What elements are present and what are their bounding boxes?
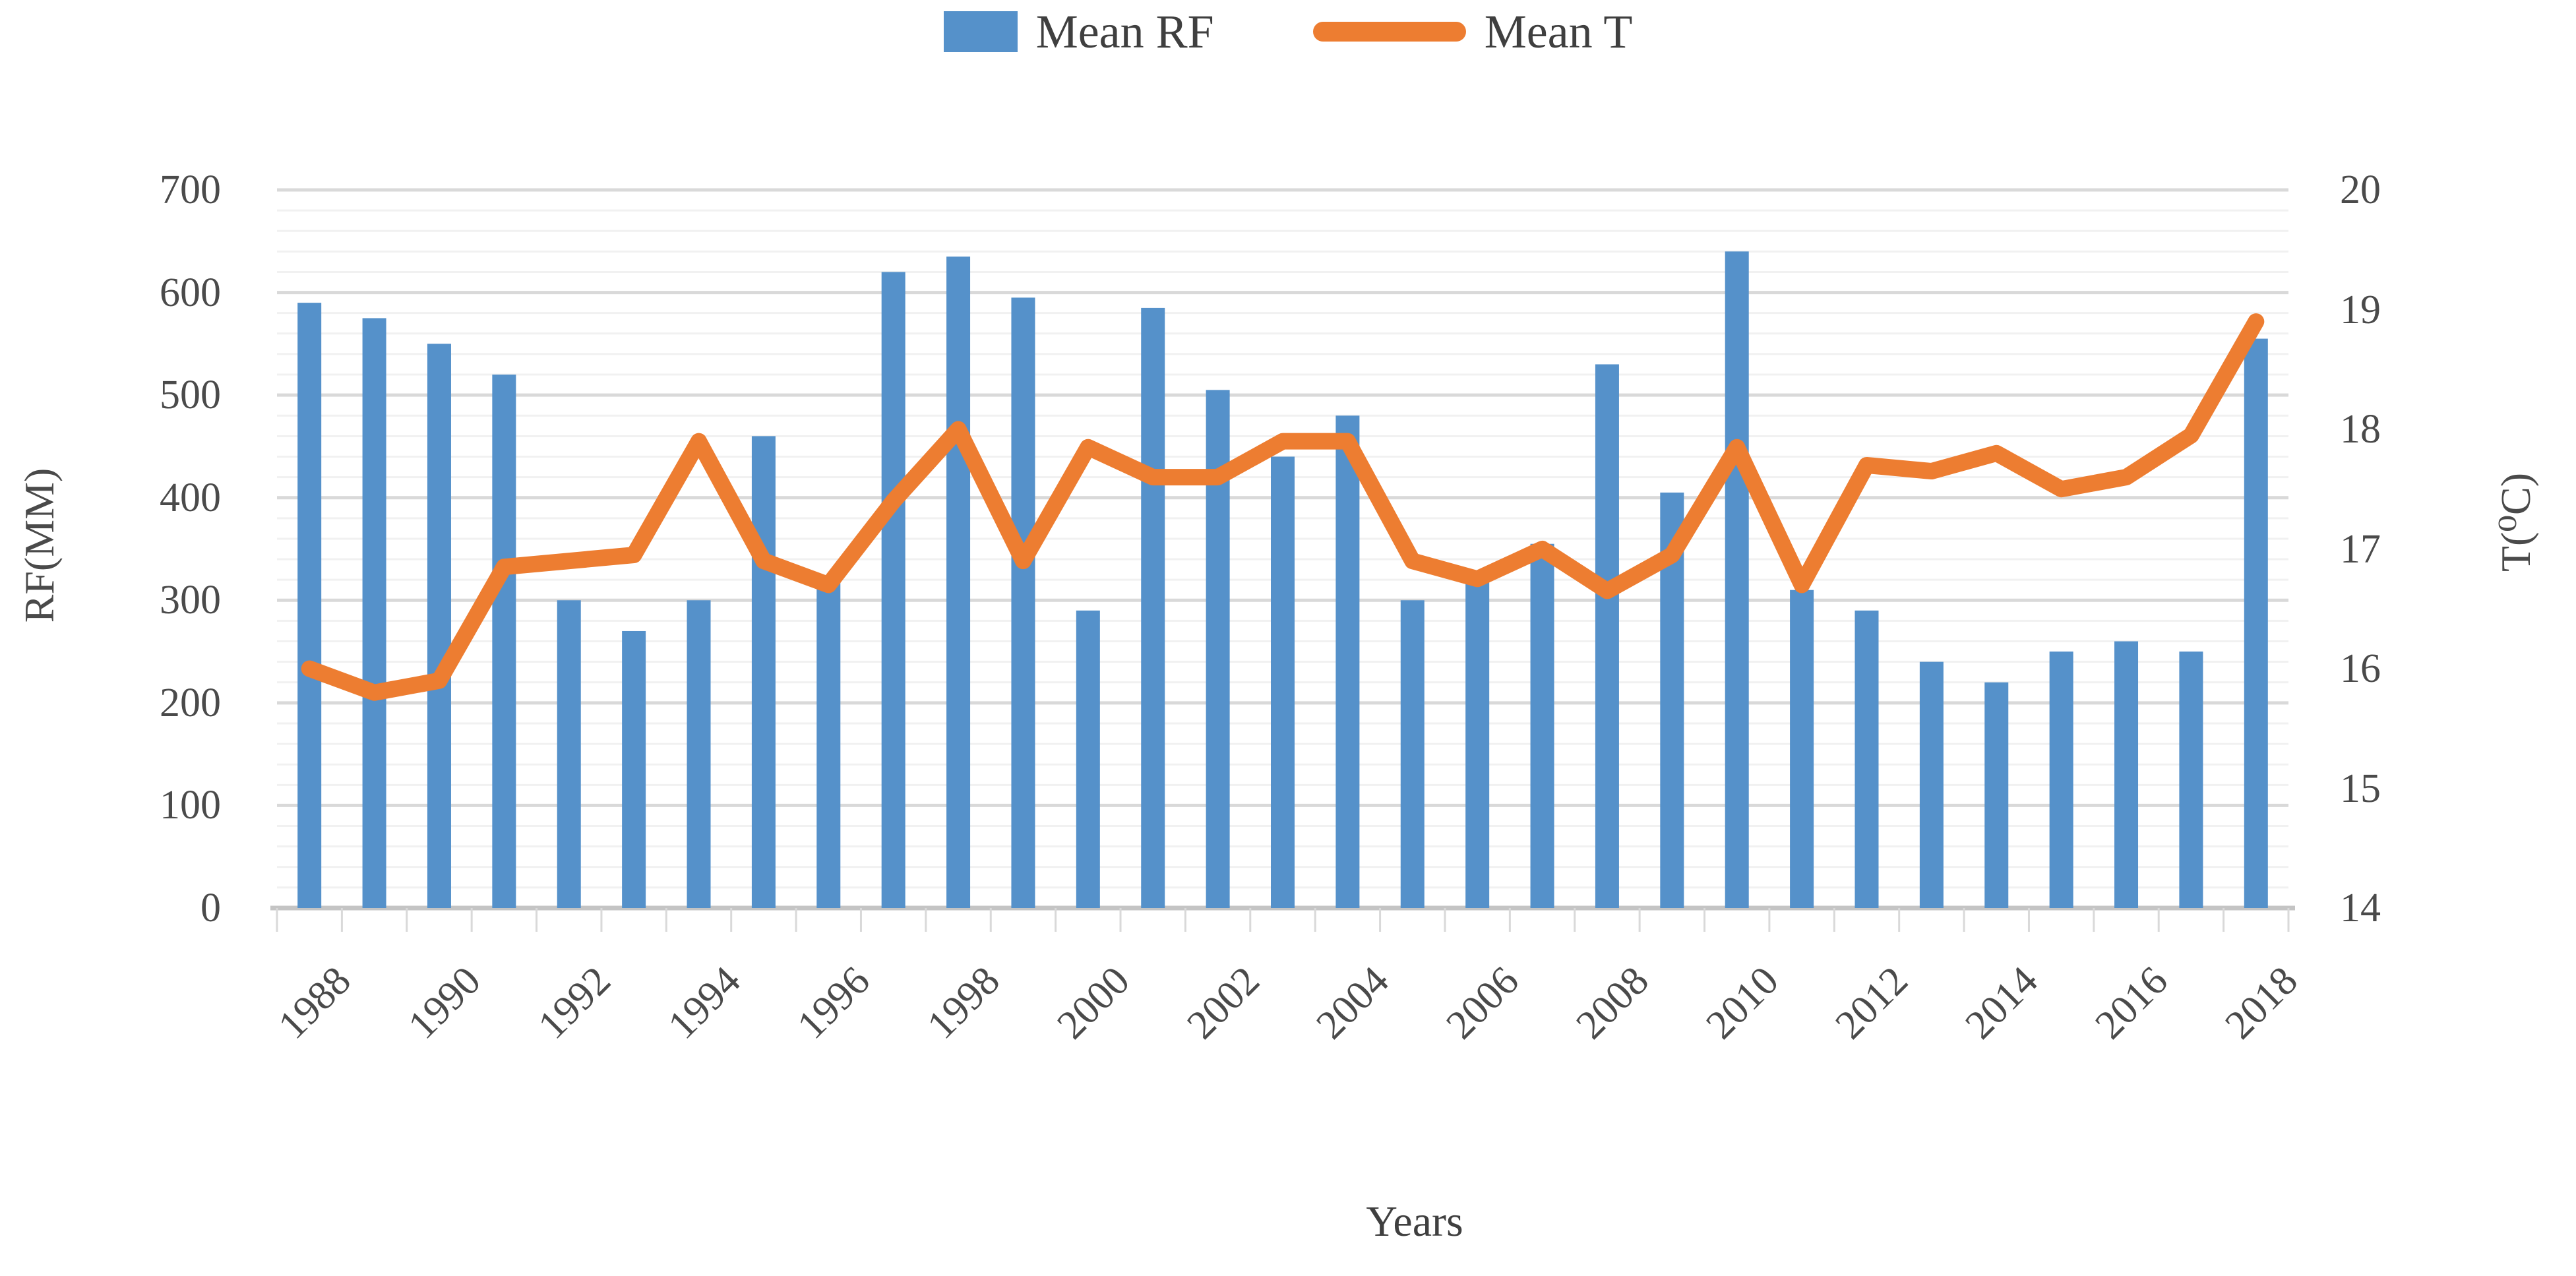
chart-legend: Mean RF Mean T — [0, 8, 2576, 55]
y-left-tick-label: 700 — [160, 167, 221, 212]
rf-bar-2003 — [1271, 456, 1295, 908]
rf-bar-2007 — [1530, 543, 1554, 908]
y-left-tick-label: 300 — [160, 578, 221, 623]
rf-bar-2014 — [1984, 682, 2009, 908]
y-right-tick-label: 14 — [2340, 886, 2381, 930]
rf-bar-1997 — [881, 272, 905, 908]
y-left-tick-label: 500 — [160, 373, 221, 418]
y-right-tick-label: 20 — [2340, 167, 2381, 212]
rf-bar-1992 — [557, 600, 581, 908]
legend-item-mean-rf: Mean RF — [943, 5, 1214, 58]
rf-bar-1990 — [427, 344, 451, 908]
mean-t-swatch-icon — [1312, 22, 1466, 42]
y-left-tick-labels: 700 600 500 400 300 200 100 0 — [0, 0, 221, 1276]
rf-bar-1996 — [816, 580, 841, 908]
y-left-tick-label: 0 — [200, 886, 221, 930]
legend-label-mean-t: Mean T — [1484, 5, 1633, 58]
y-right-tick-labels: 20 19 18 17 16 15 14 — [2340, 0, 2538, 1276]
rf-bar-2017 — [2179, 652, 2203, 908]
rf-bar-1999 — [1011, 297, 1035, 909]
y-right-axis-title: T(⁰C) — [2492, 472, 2539, 572]
rf-bar-1988 — [297, 303, 322, 909]
rf-bar-1994 — [687, 600, 711, 908]
rf-bar-1989 — [362, 318, 386, 908]
y-right-tick-label: 19 — [2340, 287, 2381, 332]
rf-bar-2013 — [1919, 661, 1944, 908]
rf-bar-2018 — [2244, 338, 2268, 908]
y-right-tick-label: 16 — [2340, 646, 2381, 691]
rf-bar-1995 — [751, 436, 776, 908]
y-left-tick-label: 200 — [160, 680, 221, 725]
rf-bar-1998 — [946, 257, 971, 908]
mean-t-line — [301, 313, 2265, 701]
rf-bar-1993 — [622, 630, 646, 908]
mean-rf-swatch-icon — [943, 11, 1018, 52]
rf-bar-2008 — [1595, 364, 1619, 908]
y-left-axis-title: RF(MM) — [16, 468, 63, 623]
rf-bar-2012 — [1855, 610, 1879, 908]
y-right-tick-label: 18 — [2340, 407, 2381, 452]
rf-bar-2006 — [1465, 574, 1490, 908]
rf-bar-2010 — [1725, 251, 1749, 908]
y-right-tick-label: 15 — [2340, 766, 2381, 811]
rf-bar-2005 — [1400, 600, 1425, 908]
rf-bar-2000 — [1076, 610, 1100, 908]
y-left-tick-label: 600 — [160, 270, 221, 315]
rf-bar-2015 — [2049, 652, 2073, 908]
rf-bar-2016 — [2114, 641, 2139, 908]
legend-label-mean-rf: Mean RF — [1035, 5, 1214, 58]
y-left-tick-label: 100 — [160, 783, 221, 828]
rf-bar-2001 — [1141, 307, 1165, 909]
rf-bar-2011 — [1790, 590, 1814, 908]
rf-bar-2004 — [1335, 415, 1360, 908]
y-left-tick-label: 400 — [160, 475, 221, 520]
x-axis-title: Years — [1366, 1198, 1463, 1246]
y-right-tick-label: 17 — [2340, 526, 2381, 572]
legend-item-mean-t: Mean T — [1312, 5, 1633, 58]
rf-bar-1991 — [492, 375, 516, 908]
